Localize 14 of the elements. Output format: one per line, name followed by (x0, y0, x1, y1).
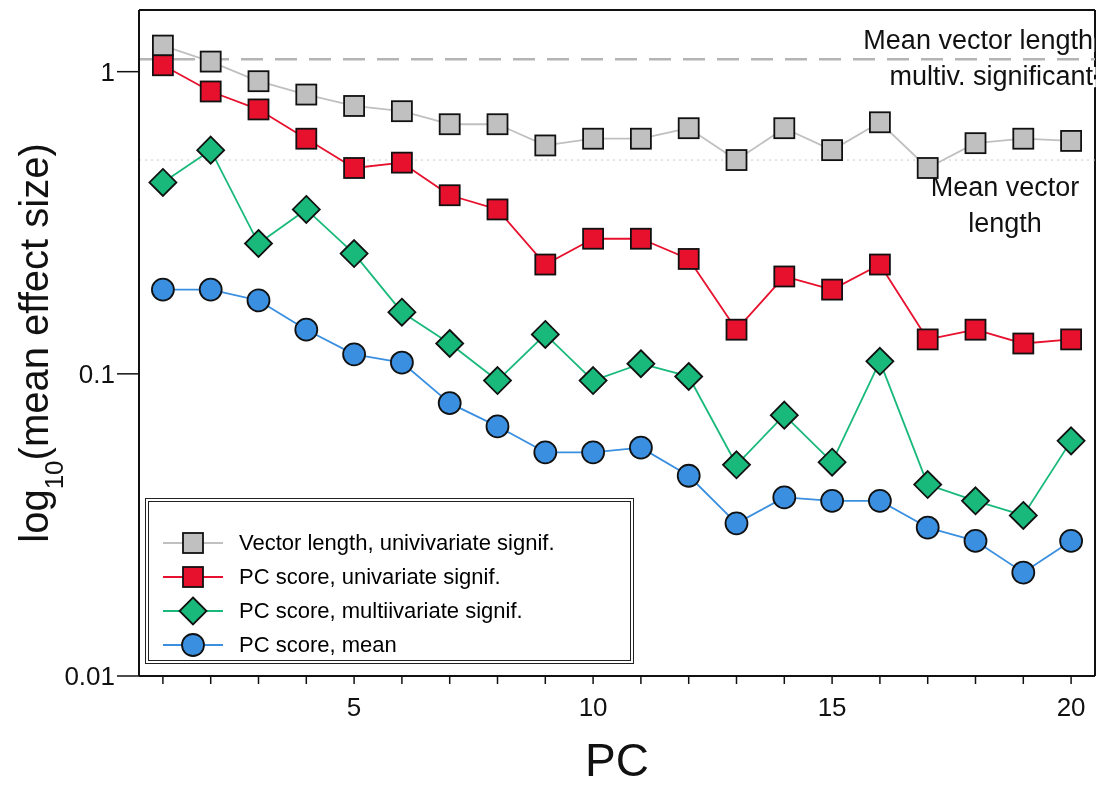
x-tick-label: 5 (346, 692, 362, 723)
y-tick-label: 0.1 (78, 359, 115, 390)
x-tick-label: 15 (817, 692, 847, 723)
legend-label: Vector length, univivariate signif. (239, 530, 555, 556)
x-tick-label: 20 (1056, 692, 1086, 723)
x-axis-title: PC (585, 734, 649, 786)
x-tick-label: 10 (578, 692, 608, 723)
y-tick-label: 1 (100, 56, 115, 87)
legend-label: PC score, multiivariate signif. (239, 598, 523, 624)
ref-line-label: Mean vector length (930, 172, 1080, 239)
y-tick-label: 0.01 (64, 661, 115, 692)
legend-label: PC score, univariate signif. (239, 564, 501, 590)
legend-label: PC score, mean (239, 632, 397, 658)
ref-line-label: Mean vector length multiv. significant (863, 25, 1094, 92)
